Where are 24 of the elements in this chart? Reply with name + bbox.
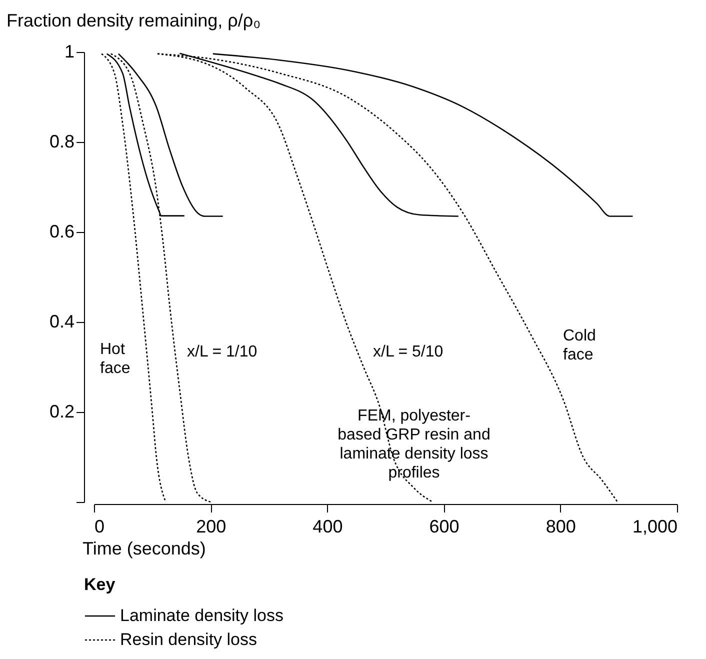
x-tick-label: 600 — [429, 516, 460, 536]
legend-label: Laminate density loss — [120, 606, 284, 625]
x-tick-label: 400 — [312, 516, 343, 536]
legend-title: Key — [84, 575, 116, 594]
x-axis-title: Time (seconds) — [82, 538, 206, 558]
line-series — [212, 53, 634, 217]
annotation: Hot face — [100, 341, 130, 377]
line-series — [100, 53, 166, 503]
y-tick-label: 0.4 — [49, 312, 74, 332]
y-tick-label: 0.2 — [49, 402, 74, 422]
y-tick-label: 0.8 — [49, 132, 74, 152]
annotation: FEM, polyester- based GRP resin and laminate density loss profiles — [338, 408, 490, 482]
annotation: Cold face — [563, 328, 596, 364]
y-tick-label: 1 — [64, 42, 74, 62]
annotation: x/L = 1/10 — [187, 343, 258, 360]
x-tick-label: 800 — [546, 516, 576, 536]
annotation: x/L = 5/10 — [373, 343, 444, 360]
x-tick-label: 0 — [94, 516, 105, 536]
x-tick-label: 200 — [196, 516, 226, 536]
y-axis-title: Fraction density remaining, ρ/ρ₀ — [6, 10, 261, 30]
x-tick-label: 1,000 — [632, 516, 678, 536]
line-series — [118, 53, 224, 217]
legend-label: Resin density loss — [120, 630, 258, 649]
y-tick-label: 0.6 — [49, 222, 74, 242]
